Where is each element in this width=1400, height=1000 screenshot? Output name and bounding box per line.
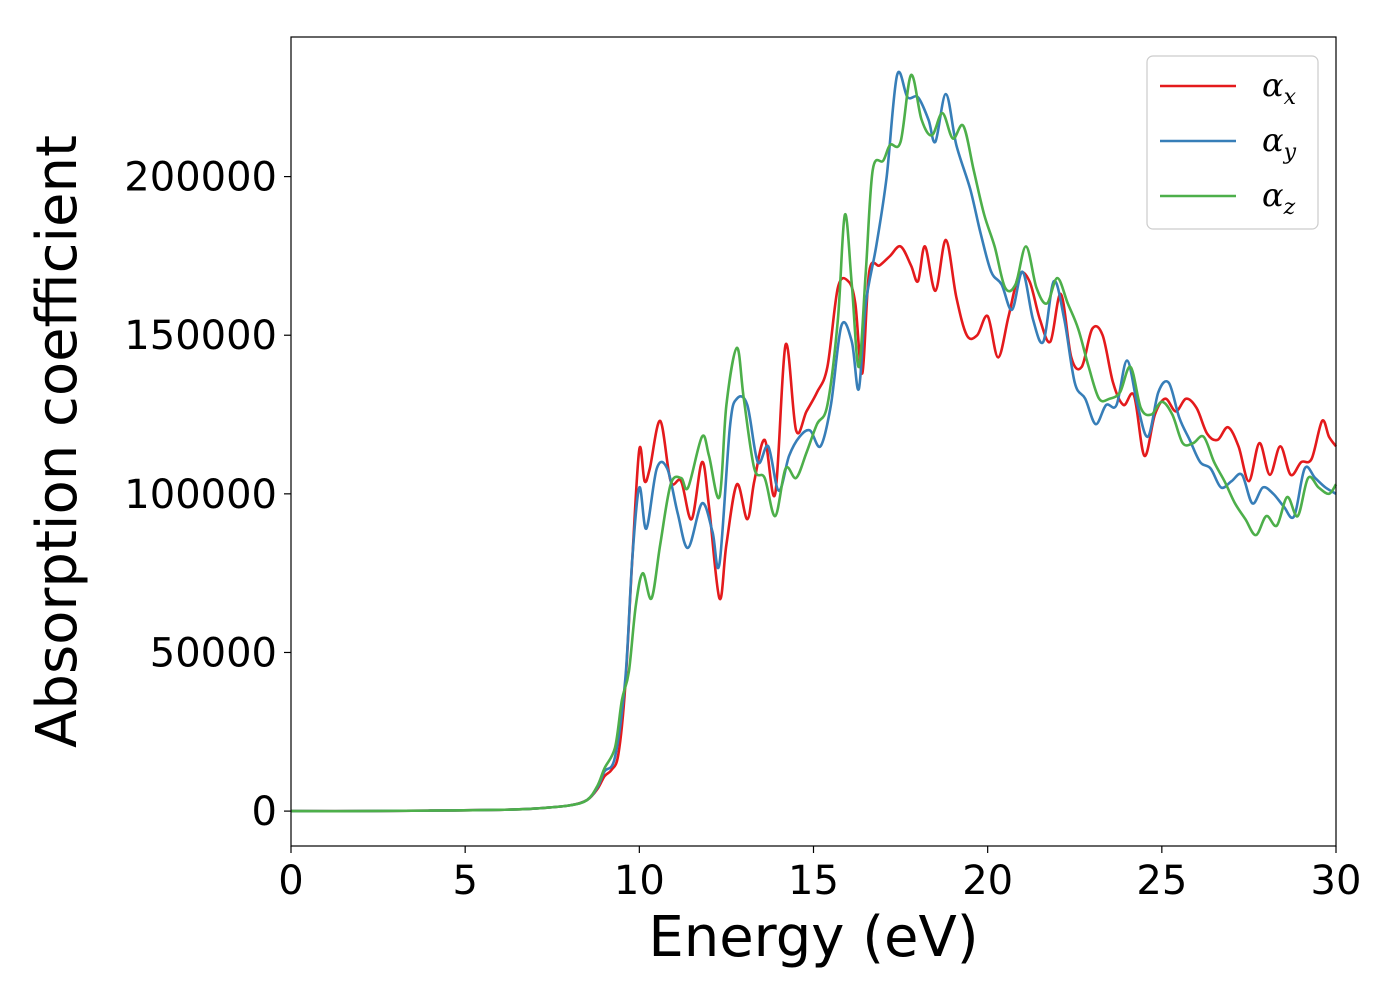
legend-box xyxy=(1146,55,1319,230)
x-tick-label: 0 xyxy=(278,858,303,904)
x-axis-title: Energy (eV) xyxy=(648,905,978,970)
y-tick-label: 200000 xyxy=(124,155,277,201)
x-tick-label: 20 xyxy=(962,858,1013,904)
x-axis: 0 5 10 15 20 25 30 xyxy=(278,846,1361,904)
x-tick-label: 15 xyxy=(788,858,839,904)
x-tick-label: 30 xyxy=(1311,858,1362,904)
legend-label-alpha-x: αx xyxy=(1262,66,1297,110)
series-line-alpha-z xyxy=(290,73,1338,813)
x-tick-label: 10 xyxy=(614,858,665,904)
series-layer xyxy=(290,70,1338,813)
y-tick-label: 100000 xyxy=(124,472,277,518)
y-tick-label: 50000 xyxy=(150,630,277,676)
x-tick-label: 25 xyxy=(1136,858,1187,904)
y-tick-label: 150000 xyxy=(124,313,277,359)
series-line-alpha-x xyxy=(290,238,1338,813)
y-axis: 0 50000 100000 150000 200000 xyxy=(124,155,291,835)
x-tick-label: 5 xyxy=(452,858,477,904)
y-axis-title: Absorption coefficient xyxy=(25,135,90,748)
y-tick-label: 0 xyxy=(252,789,277,835)
